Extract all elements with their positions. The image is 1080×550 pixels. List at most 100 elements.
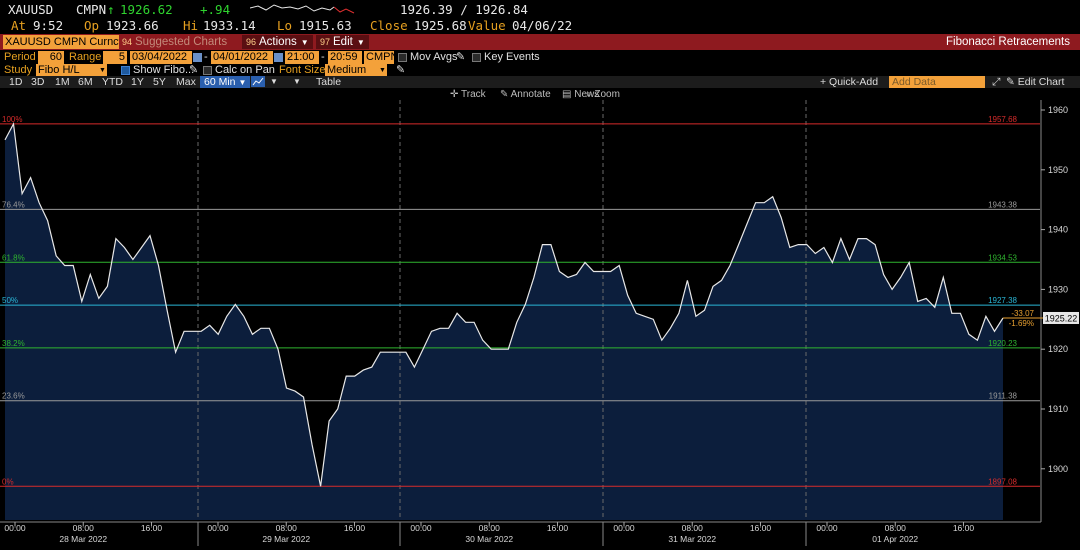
add-data-input[interactable]: Add Data <box>889 76 985 88</box>
edit-number: 97 <box>320 37 331 47</box>
price-chart[interactable]: 100% 1957.68 76.4% 1943.38 61.8% 1934.53 50% 19… <box>0 100 1080 550</box>
study-dropdown[interactable]: Fibo H/L <box>36 64 98 77</box>
fib-percent-label: 23.6% <box>2 392 25 401</box>
suggested-charts-menu[interactable]: 94 Suggested Charts <box>122 35 227 49</box>
fib-percent-label: 100% <box>2 115 22 124</box>
end-date-field[interactable]: 04/01/2022 <box>211 51 273 64</box>
chevron-down-icon[interactable]: ▼ <box>377 64 387 77</box>
tf-3d[interactable]: 3D <box>31 76 45 88</box>
calc-on-pan-label: Calc on Pan <box>215 64 275 76</box>
y-tick-label: 1960 <box>1048 105 1068 115</box>
quote-at-time: 9:52 <box>33 18 64 33</box>
tf-1d[interactable]: 1D <box>9 76 23 88</box>
table-button[interactable]: Table <box>316 76 342 88</box>
change-pct-label: -1.69% <box>1009 319 1034 328</box>
tf-max[interactable]: Max <box>176 76 196 88</box>
date-separator: - <box>204 51 208 63</box>
font-size-dropdown[interactable]: Medium <box>325 64 377 77</box>
chevron-down-icon: ▼ <box>238 78 247 87</box>
quote-source: CMPN <box>76 2 107 17</box>
key-events-checkbox[interactable] <box>472 53 481 62</box>
period-field[interactable]: 60 <box>38 51 64 64</box>
key-events-label: Key Events <box>484 51 540 63</box>
actions-number: 96 <box>246 37 257 47</box>
tf-5y[interactable]: 5Y <box>153 76 166 88</box>
tf-1m[interactable]: 1M <box>55 76 70 88</box>
end-time-field[interactable]: 20:59 <box>328 51 362 64</box>
pricing-source-field[interactable]: CMPN <box>364 51 399 64</box>
chevron-down-icon[interactable]: ▼ <box>293 77 301 86</box>
quote-open: 1923.66 <box>106 18 159 33</box>
quote-close: 1925.68 <box>414 18 467 33</box>
y-tick-label: 1910 <box>1048 404 1068 414</box>
chevron-down-icon[interactable]: ▼ <box>270 77 278 86</box>
start-time-field[interactable]: 21:00 <box>285 51 319 64</box>
time-separator: - <box>321 51 325 63</box>
quote-change: +.94 <box>200 2 231 17</box>
edit-label: Edit <box>333 36 353 48</box>
tf-ytd[interactable]: YTD <box>102 76 123 88</box>
pencil-icon[interactable]: ✎ <box>456 51 466 63</box>
track-button[interactable]: ✛ Track <box>450 89 486 100</box>
edit-chart-button[interactable]: ✎ Edit Chart <box>1006 76 1064 88</box>
zoom-icon: ⌕ <box>586 89 592 100</box>
actions-menu[interactable]: 96 Actions ▼ <box>242 35 313 49</box>
study-row: Study Fibo H/L ▼ Show Fibo... ✎ Calc on … <box>0 64 1080 78</box>
y-tick-label: 1900 <box>1048 464 1068 474</box>
x-tick-label: 16:00 <box>141 523 163 533</box>
y-tick-label: 1940 <box>1048 225 1068 235</box>
day-label: 30 Mar 2022 <box>465 534 513 544</box>
security-field[interactable]: XAUUSD CMPN Curncy <box>3 35 119 49</box>
mov-avgs-label: Mov Avgs <box>410 51 458 63</box>
x-tick-label: 16:00 <box>344 523 366 533</box>
edit-menu[interactable]: 97 Edit ▼ <box>316 35 369 49</box>
day-label: 29 Mar 2022 <box>262 534 310 544</box>
mov-avgs-checkbox[interactable] <box>398 53 407 62</box>
chart-type-button[interactable] <box>251 76 265 88</box>
quote-bid-ask: 1926.39 / 1926.84 <box>400 2 528 17</box>
study-label: Study <box>4 64 33 76</box>
x-tick-label: 00:00 <box>816 523 838 533</box>
chevron-down-icon[interactable]: ▼ <box>97 64 107 77</box>
tf-1y[interactable]: 1Y <box>131 76 144 88</box>
start-date-field[interactable]: 03/04/2022 <box>130 51 192 64</box>
day-label: 31 Mar 2022 <box>668 534 716 544</box>
study-title: Fibonacci Retracements <box>946 36 1070 48</box>
y-tick-label: 1920 <box>1048 344 1068 354</box>
x-tick-label: 16:00 <box>547 523 569 533</box>
quick-add-button[interactable]: + Quick-Add <box>820 76 879 88</box>
fib-percent-label: 61.8% <box>2 253 25 262</box>
range-label: Range <box>69 51 102 63</box>
expand-icon[interactable]: ⤢ <box>992 76 1001 88</box>
x-tick-label: 08:00 <box>276 523 298 533</box>
quote-value-label: Value <box>468 18 506 33</box>
fib-percent-label: 50% <box>2 296 18 305</box>
title-bar: XAUUSD CMPN Curncy 94 Suggested Charts 96… <box>0 34 1080 50</box>
crosshair-icon: ✛ <box>450 89 459 100</box>
tf-interval-dropdown[interactable]: 60 Min ▼ <box>200 76 251 88</box>
x-tick-label: 08:00 <box>73 523 95 533</box>
calc-on-pan-checkbox[interactable] <box>203 66 212 75</box>
annotate-button[interactable]: ✎ Annotate <box>500 89 551 100</box>
show-fibo-label: Show Fibo... <box>133 64 195 76</box>
quote-open-label: Op <box>84 18 100 33</box>
quote-low: 1915.63 <box>299 18 352 33</box>
calendar-icon[interactable] <box>193 53 202 62</box>
fib-value-label: 1927.38 <box>988 296 1017 305</box>
fib-value-label: 1897.08 <box>988 477 1017 486</box>
chevron-down-icon: ▼ <box>300 38 309 47</box>
zoom-button[interactable]: ⌕ Zoom <box>586 89 620 100</box>
fib-value-label: 1911.38 <box>989 392 1018 401</box>
quote-header: XAUUSD CMPN ↑ 1926.62 +.94 1926.39 / 192… <box>0 0 1080 34</box>
show-fibo-checkbox[interactable] <box>121 66 130 75</box>
zoom-label: Zoom <box>594 89 620 100</box>
font-size-label: Font Size <box>279 64 326 76</box>
calendar-icon[interactable] <box>274 53 283 62</box>
brush-icon[interactable]: ✎ <box>396 64 406 76</box>
tf-6m[interactable]: 6M <box>78 76 93 88</box>
pencil-icon[interactable]: ✎ <box>189 64 199 76</box>
day-label: 01 Apr 2022 <box>872 534 918 544</box>
suggested-charts-number: 94 <box>122 37 133 47</box>
news-button[interactable]: ▤ News <box>562 89 599 100</box>
range-field[interactable]: 5 <box>103 51 127 64</box>
